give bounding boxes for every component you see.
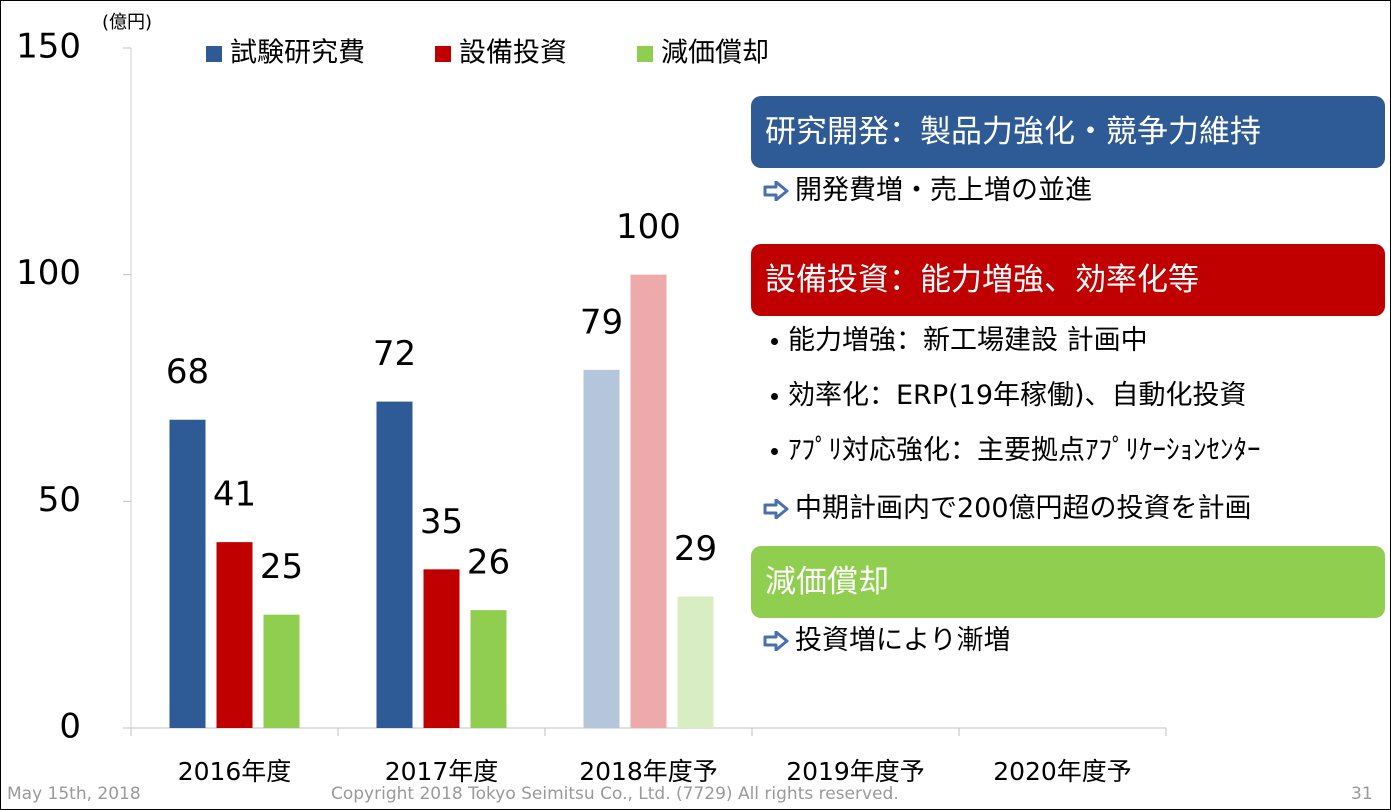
item-text: 投資増により漸増 [795,625,1011,656]
value-label: 68 [166,352,209,392]
footer-date: May 15th, 2018 [7,784,141,804]
item-text: 中期計画内で200億円超の投資を計画 [795,493,1252,524]
legend-label: 設備投資 [459,38,567,69]
x-tick-label: 2017年度 [385,757,499,786]
arrow-icon [763,499,789,519]
bar [630,274,667,728]
legend-swatch [435,46,451,62]
panel-heading: 設備投資：能力増強、効率化等 [751,244,1385,316]
bar [677,596,714,728]
legend-label: 減価償却 [661,38,769,69]
y-tick-label: 0 [59,707,81,747]
panel-item: 能力増強：新工場建設 計画中 [763,321,1148,361]
value-label: 25 [260,547,303,587]
y-tick-label: 50 [38,480,81,520]
bar [423,569,460,728]
bar [583,369,620,728]
x-tick-label: 2016年度 [178,757,292,786]
item-text: 能力増強：新工場建設 計画中 [788,325,1148,356]
bar [169,419,206,728]
arrow-icon [763,181,789,201]
unit-label: (億円) [102,12,152,33]
item-text: ｱﾌﾟﾘ対応強化：主要拠点ｱﾌﾟﾘｹｰｼｮﾝｾﾝﾀｰ [788,435,1261,466]
x-tick-label: 2018年度予 [579,757,718,786]
value-label: 41 [213,475,256,515]
legend-swatch [206,46,222,62]
value-label: 79 [580,302,623,342]
value-label: 35 [420,502,463,542]
legend-label: 試験研究費 [230,38,365,69]
bullet-icon [771,337,778,345]
footer-copyright: Copyright 2018 Tokyo Seimitsu Co., Ltd. … [331,784,899,804]
panel-item: 中期計画内で200億円超の投資を計画 [763,489,1252,529]
bar [263,614,300,728]
bar [216,542,253,728]
panel-heading: 研究開発：製品力強化・競争力維持 [751,96,1385,168]
panel-heading: 減価償却 [751,546,1385,618]
x-tick-label: 2019年度予 [786,757,925,786]
y-tick-label: 150 [16,27,81,67]
panel-item: 開発費増・売上増の並進 [763,171,1092,211]
panel-item: 効率化：ERP(19年稼働)、自動化投資 [763,376,1247,416]
bullet-icon [771,392,778,400]
item-text: 効率化：ERP(19年稼働)、自動化投資 [788,380,1247,411]
value-label: 29 [674,529,717,569]
value-label: 72 [373,334,416,374]
value-label: 100 [616,207,681,247]
footer-page: 31 [1351,784,1373,804]
item-text: 開発費増・売上増の並進 [795,175,1092,206]
x-tick-label: 2020年度予 [993,757,1132,786]
panel-item: ｱﾌﾟﾘ対応強化：主要拠点ｱﾌﾟﾘｹｰｼｮﾝｾﾝﾀｰ [763,431,1261,471]
legend-swatch [637,46,653,62]
bar [470,610,507,728]
panel-item: 投資増により漸増 [763,621,1010,661]
bullet-icon [771,447,778,455]
bar [376,401,413,728]
value-label: 26 [467,543,510,583]
arrow-icon [763,631,789,651]
y-tick-label: 100 [16,253,81,293]
